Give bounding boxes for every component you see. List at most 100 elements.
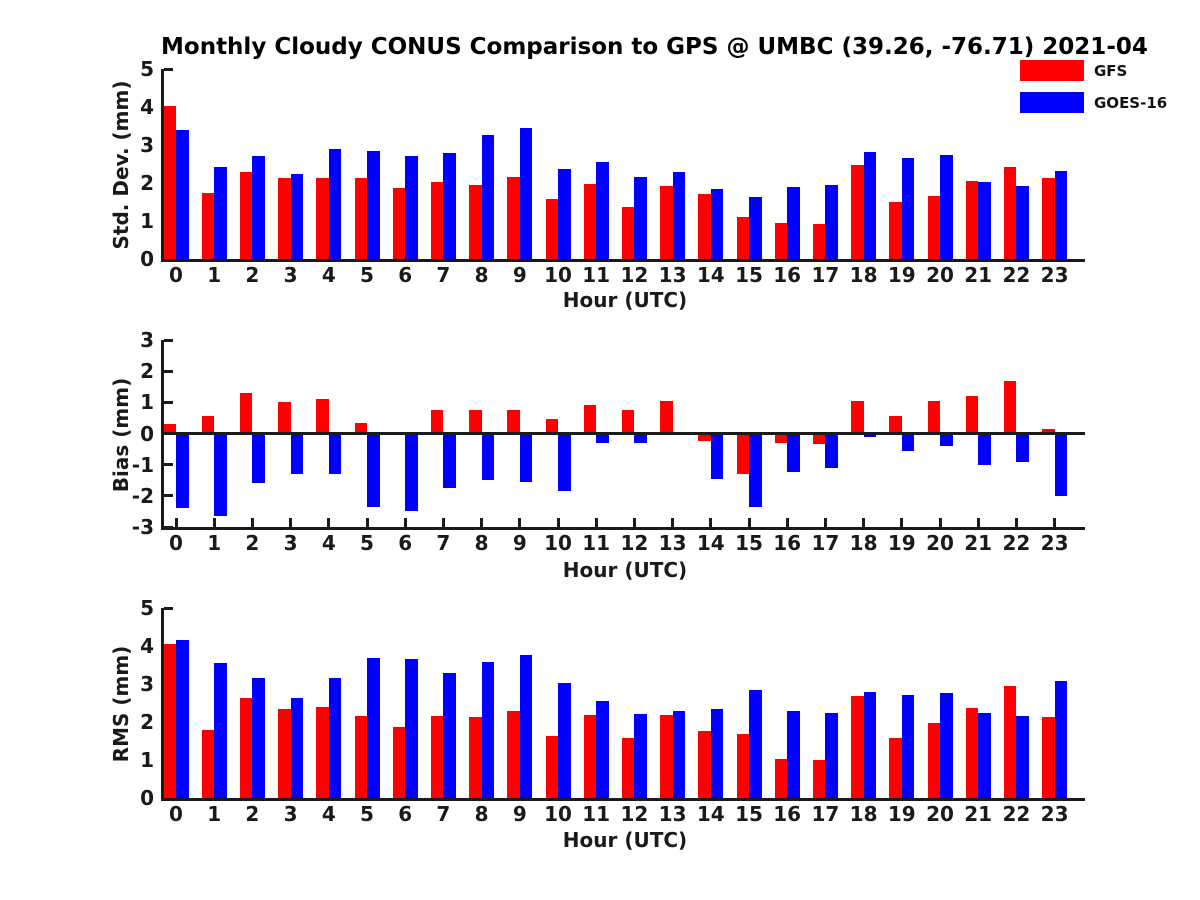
y-tick-label: 5	[140, 57, 154, 81]
x-tick-label: 22	[1002, 802, 1031, 826]
bar-goes16-h15	[749, 197, 762, 259]
x-tick-label: 20	[926, 263, 954, 287]
bar-gfs-h13	[660, 186, 673, 259]
bar-gfs-h16	[774, 433, 788, 443]
x-tick-label: 13	[658, 802, 687, 826]
bar-goes16-h6	[405, 156, 418, 259]
xlabel-bias: Hour (UTC)	[562, 558, 688, 582]
bar-gfs-h23	[1042, 717, 1055, 798]
y-tick-label: 0	[140, 786, 154, 810]
bar-goes16-h17	[825, 185, 838, 259]
bar-gfs-h5	[354, 715, 367, 798]
legend-label-gfs: GFS	[1094, 61, 1128, 80]
y-tick-label: 2	[140, 359, 154, 384]
x-tick	[747, 518, 751, 527]
x-tick-label: 11	[582, 531, 611, 555]
bar-gfs-h1	[201, 729, 215, 798]
bar-goes16-h9	[519, 654, 533, 798]
bar-goes16-h6	[405, 659, 418, 798]
bar-goes16-h22	[1016, 716, 1029, 798]
bar-gfs-h3	[278, 709, 291, 798]
x-tick-label: 23	[1040, 263, 1069, 287]
bar-gfs-h20	[927, 195, 940, 259]
bar-goes16-h16	[787, 186, 800, 259]
bar-goes16-h7	[443, 433, 456, 489]
bar-gfs-h11	[583, 184, 597, 259]
bar-goes16-h14	[710, 709, 724, 798]
bar-goes16-h20	[940, 433, 953, 446]
y-tick	[164, 796, 173, 800]
bar-gfs-h18	[851, 695, 864, 798]
bar-gfs-h8	[469, 410, 482, 434]
x-tick-label: 10	[544, 263, 572, 287]
zero-line	[161, 432, 1085, 435]
y-tick-label: 1	[140, 390, 154, 415]
bar-gfs-h2	[239, 171, 253, 259]
x-tick	[556, 518, 560, 527]
x-tick	[250, 518, 254, 527]
ylabel-rms: RMS (mm)	[109, 645, 133, 763]
x-tick-label: 22	[1002, 531, 1031, 555]
bar-gfs-h22	[1003, 380, 1017, 434]
x-tick	[594, 518, 598, 527]
bar-goes16-h19	[901, 695, 915, 798]
x-tick-label: 9	[512, 263, 527, 287]
x-tick-label: 2	[245, 531, 260, 555]
x-tick-label: 14	[696, 531, 725, 555]
y-tick-label: -3	[131, 515, 154, 539]
bar-goes16-h7	[443, 672, 456, 798]
x-tick	[403, 518, 407, 527]
bar-goes16-h18	[863, 151, 877, 259]
x-tick-label: 13	[658, 263, 687, 287]
x-tick	[632, 518, 636, 527]
y-tick-label: 2	[140, 171, 154, 195]
bar-gfs-h8	[469, 717, 482, 798]
x-tick-label: 3	[283, 263, 298, 287]
x-tick	[212, 518, 216, 527]
x-tick-label: 14	[696, 263, 725, 287]
bar-goes16-h2	[252, 678, 265, 798]
bar-gfs-h12	[621, 410, 635, 434]
x-tick	[900, 518, 904, 527]
y-tick	[164, 67, 173, 71]
bar-goes16-h18	[863, 433, 877, 437]
x-tick-label: 18	[849, 531, 878, 555]
bar-gfs-h22	[1003, 167, 1017, 259]
x-tick	[174, 518, 178, 527]
bar-goes16-h5	[367, 433, 380, 507]
bar-goes16-h22	[1016, 185, 1029, 259]
bar-gfs-h0	[163, 105, 176, 259]
bar-gfs-h6	[392, 187, 406, 259]
x-tick-label: 15	[735, 531, 763, 555]
x-tick-label: 7	[436, 531, 451, 555]
bias-plot: -3 -2 -1 0 1 2 3 0 1 2 3 4 5 6 7 8 9 10 11 12 13 14 15 16 17 18 19…	[132, 330, 1085, 553]
x-tick-label: 22	[1002, 263, 1031, 287]
bar-gfs-h3	[278, 178, 291, 259]
ylabel-stddev: Std. Dev. (mm)	[109, 80, 133, 250]
x-tick	[441, 518, 445, 527]
x-tick-label: 7	[436, 263, 451, 287]
x-tick	[938, 518, 942, 527]
bar-goes16-h1	[214, 433, 227, 517]
bar-goes16-h15	[749, 433, 762, 507]
bar-goes16-h0	[176, 640, 189, 798]
bar-goes16-h1	[214, 663, 227, 798]
x-tick-label: 19	[887, 802, 916, 826]
bar-goes16-h11	[596, 701, 609, 798]
bar-gfs-h10	[545, 199, 558, 259]
x-tick-label: 12	[620, 531, 649, 555]
bar-goes16-h16	[787, 433, 800, 473]
x-tick-label: 21	[964, 802, 993, 826]
chart-title: Monthly Cloudy CONUS Comparison to GPS @…	[161, 34, 1148, 60]
bar-gfs-h10	[545, 419, 558, 434]
x-tick	[1053, 518, 1057, 527]
x-tick-label: 8	[474, 802, 489, 826]
x-tick-label: 3	[283, 802, 298, 826]
bar-goes16-h21	[978, 182, 991, 259]
x-tick-label: 4	[321, 263, 336, 287]
bar-gfs-h6	[392, 726, 406, 798]
x-tick-label: 21	[964, 531, 993, 555]
x-tick-label: 17	[811, 531, 840, 555]
x-tick	[480, 518, 484, 527]
bar-gfs-h14	[698, 193, 711, 259]
